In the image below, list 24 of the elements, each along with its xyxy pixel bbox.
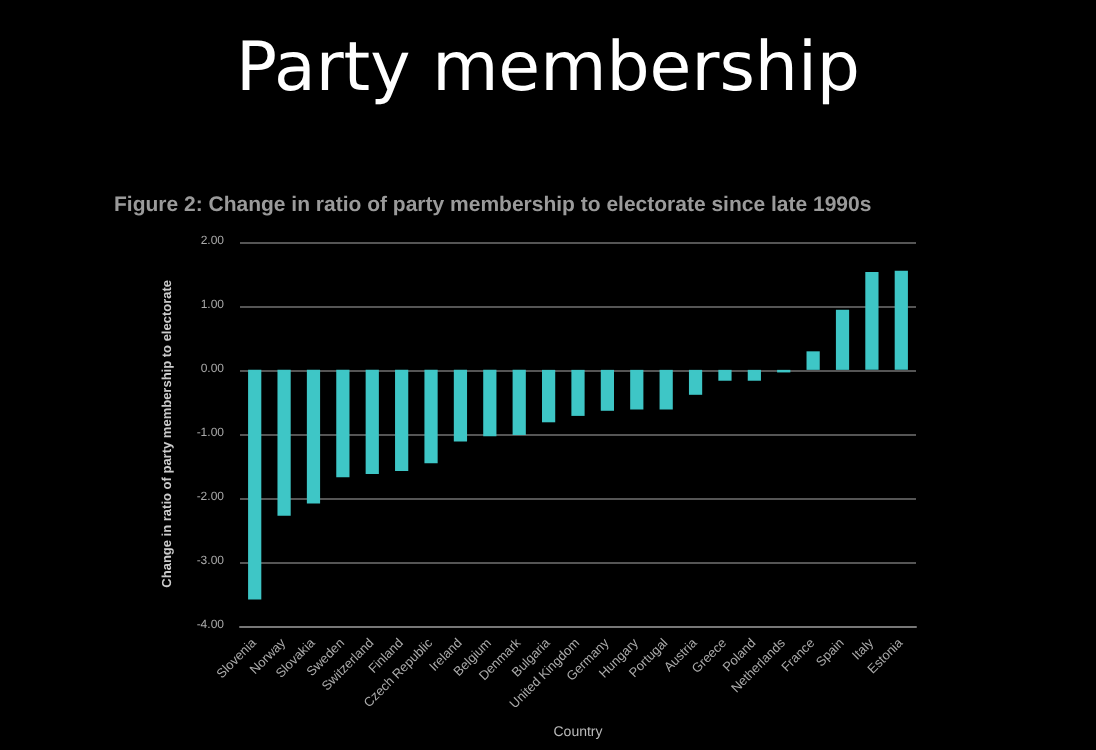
bar [835, 309, 850, 370]
bar [336, 369, 350, 478]
bar [306, 369, 321, 504]
bar [600, 369, 614, 411]
bar [718, 369, 732, 381]
bar [659, 369, 673, 410]
bar [865, 272, 879, 370]
bar [688, 369, 703, 395]
bar [453, 369, 468, 442]
bar [747, 369, 761, 381]
bar [542, 369, 556, 423]
bar [483, 369, 497, 437]
chart-title: Party membership [236, 28, 860, 108]
chart-subtitle: Figure 2: Change in ratio of party membership to electorate since late 1990s [114, 193, 872, 217]
bar [571, 369, 585, 416]
bar [365, 369, 379, 475]
bar [248, 369, 262, 600]
bar [894, 270, 908, 370]
bar [277, 369, 291, 516]
bar [630, 369, 644, 410]
bar [395, 369, 409, 471]
bar [806, 351, 820, 370]
bar [424, 369, 438, 464]
bar [512, 369, 526, 436]
